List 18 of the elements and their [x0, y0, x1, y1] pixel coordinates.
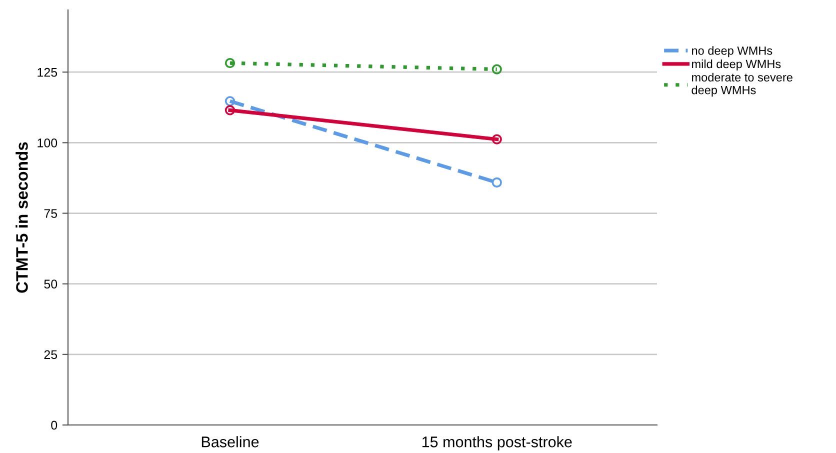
y-tick-label: 75: [44, 209, 58, 218]
x-tick-label: 15 months post-stroke: [422, 436, 572, 450]
y-tick-label: 0: [51, 420, 58, 430]
y-tick-label: 50: [44, 280, 58, 288]
legend-label: no deep WMHs: [692, 46, 772, 58]
point: [224, 58, 236, 68]
point: [492, 64, 502, 74]
legend-label: moderate to severe deep WMHs: [692, 72, 792, 97]
x-tick-label: Baseline: [202, 436, 259, 448]
point: [492, 177, 502, 188]
y-tick-label: 125: [38, 68, 58, 77]
legend-label: mild deep WMHs: [692, 60, 781, 71]
y-tick-label: 25: [44, 350, 58, 360]
point: [224, 96, 236, 106]
point: [224, 105, 236, 116]
point: [492, 134, 502, 144]
y-axis-title: CTMT-5 in seconds: [16, 142, 28, 293]
y-tick-label: 100: [38, 138, 58, 148]
